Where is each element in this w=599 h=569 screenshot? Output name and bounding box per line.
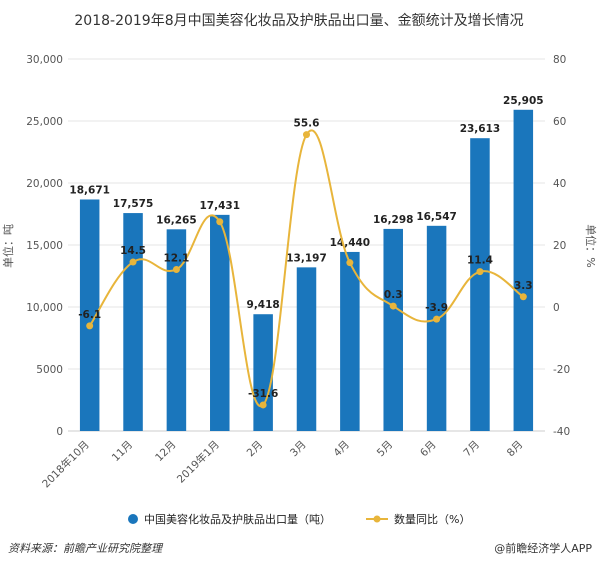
bar-series: [79, 109, 534, 432]
bar: [513, 109, 534, 431]
bar-value-label: 13,197: [286, 252, 327, 264]
line-point: [172, 265, 180, 273]
y-tick-right: 80: [553, 54, 566, 66]
y-axis-left-title: 单位：吨: [1, 224, 15, 268]
source-note: 资料来源：前瞻产业研究院整理: [8, 542, 164, 555]
legend-bar-marker: [128, 514, 138, 524]
bar: [470, 138, 490, 432]
line-point: [303, 131, 310, 139]
bar-value-label: 18,671: [69, 184, 110, 196]
y-tick-right: -40: [553, 426, 570, 438]
y-axis-right-title: 单位：%: [584, 224, 598, 267]
x-tick-label: 2月: [245, 439, 266, 460]
line-point: [129, 258, 137, 266]
y-tick-right: 60: [553, 116, 566, 128]
x-tick-label: 5月: [375, 439, 396, 460]
line-point: [519, 293, 527, 301]
legend-bar-label: 中国美容化妆品及护肤品出口量（吨）: [144, 512, 331, 526]
line-point: [346, 259, 354, 267]
legend-line-label: 数量同比（%）: [394, 513, 470, 526]
bar: [166, 229, 187, 431]
bar-value-label: 16,547: [416, 211, 457, 223]
y-tick-left: 25,000: [26, 116, 63, 128]
bar: [79, 199, 100, 431]
y-tick-right: 20: [553, 240, 566, 252]
y-tick-right: 0: [553, 302, 560, 314]
line-point: [259, 401, 267, 409]
x-tick-label: 6月: [418, 439, 439, 460]
y-tick-right: -20: [553, 364, 570, 376]
bar: [296, 267, 317, 431]
brand-note: @前瞻经济学人APP: [494, 541, 592, 555]
line-labels: -6.1 14.5 12.1 -31.6 55.6 0.3 -3.9 11.4 3.3: [78, 118, 532, 400]
x-tick-label: 3月: [288, 439, 309, 460]
bar-value-label: 16,265: [156, 214, 197, 226]
y-axis-left: 0 5000 10,000 15,000 20,000 25,000 30,000: [26, 54, 63, 438]
x-tick-label: 2018年10月: [39, 438, 91, 490]
bar-value-label: 25,905: [503, 95, 544, 107]
y-tick-right: 40: [553, 178, 566, 190]
bar-value-label: 14,440: [330, 237, 371, 249]
line-point: [86, 322, 94, 330]
bar: [340, 251, 360, 431]
bar: [253, 314, 273, 431]
y-tick-left: 10,000: [26, 302, 63, 314]
x-tick-label: 12月: [153, 439, 178, 464]
line-point: [476, 268, 484, 276]
line-value-label: 0.3: [384, 289, 403, 301]
x-tick-label: 4月: [331, 439, 352, 460]
line-value-label: 55.6: [294, 118, 320, 130]
bar-value-label: 23,613: [460, 123, 501, 135]
bar: [123, 213, 143, 431]
line-value-label: 12.1: [163, 252, 189, 264]
legend: 中国美容化妆品及护肤品出口量（吨） 数量同比（%）: [128, 512, 470, 526]
x-tick-label: 2019年1月: [174, 438, 222, 486]
bar-value-label: 9,418: [247, 299, 280, 311]
line-value-label: 3.3: [514, 280, 533, 292]
bar: [383, 228, 403, 431]
bar: [426, 225, 447, 431]
x-tick-label: 11月: [110, 439, 135, 464]
chart-title: 2018-2019年8月中国美容化妆品及护肤品出口量、金额统计及增长情况: [74, 12, 523, 29]
x-tick-label: 7月: [461, 439, 482, 460]
y-tick-left: 20,000: [26, 178, 63, 190]
y-axis-right: -40 -20 0 20 40 60 80: [553, 54, 570, 438]
y-tick-left: 30,000: [26, 54, 63, 66]
legend-line-dot: [373, 515, 381, 523]
y-tick-left: 15,000: [26, 240, 63, 252]
line-value-label: 11.4: [467, 255, 493, 267]
line-value-label: -3.9: [425, 302, 448, 314]
x-tick-label: 8月: [505, 439, 526, 460]
line-series: [86, 129, 527, 409]
bar-value-label: 17,575: [113, 198, 154, 210]
bar-value-label: 16,298: [373, 214, 414, 226]
y-tick-left: 5000: [36, 364, 63, 376]
line-point: [433, 315, 441, 323]
line-point: [389, 302, 397, 310]
bar-value-label: 17,431: [200, 200, 241, 212]
line-point: [216, 218, 224, 226]
line-value-label: -31.6: [248, 388, 278, 400]
line-value-label: 14.5: [120, 245, 146, 257]
bar: [210, 214, 230, 431]
y-tick-left: 0: [56, 426, 63, 438]
line-value-label: -6.1: [78, 309, 101, 321]
